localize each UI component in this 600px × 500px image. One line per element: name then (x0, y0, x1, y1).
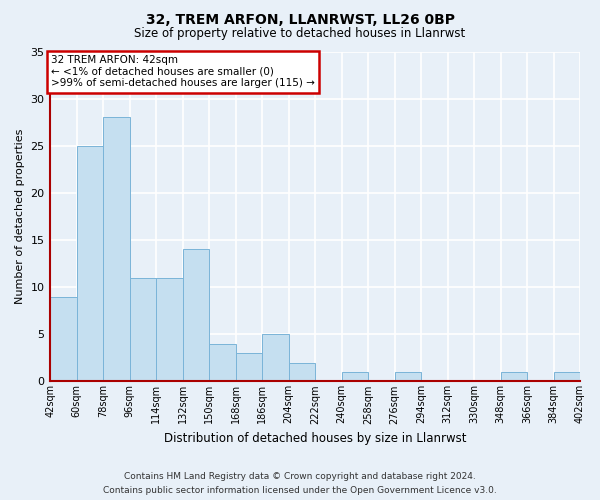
Bar (130, 278, 156, 382)
Bar (182, 250, 209, 382)
Bar (262, 334, 289, 382)
Text: Size of property relative to detached houses in Llanrwst: Size of property relative to detached ho… (134, 28, 466, 40)
Text: 32, TREM ARFON, LLANRWST, LL26 0BP: 32, TREM ARFON, LLANRWST, LL26 0BP (146, 12, 455, 26)
Text: 32 TREM ARFON: 42sqm
← <1% of detached houses are smaller (0)
>99% of semi-detac: 32 TREM ARFON: 42sqm ← <1% of detached h… (51, 56, 315, 88)
Bar (341, 372, 368, 382)
Bar (554, 372, 580, 382)
Bar (395, 372, 421, 382)
Bar (77, 146, 103, 382)
Y-axis label: Number of detached properties: Number of detached properties (15, 129, 25, 304)
Text: Contains HM Land Registry data © Crown copyright and database right 2024.
Contai: Contains HM Land Registry data © Crown c… (103, 472, 497, 495)
Bar (50, 296, 77, 382)
Bar (236, 353, 262, 382)
Bar (103, 118, 130, 382)
X-axis label: Distribution of detached houses by size in Llanrwst: Distribution of detached houses by size … (164, 432, 466, 445)
Bar (156, 278, 182, 382)
Bar (289, 362, 315, 382)
Bar (500, 372, 527, 382)
Bar (209, 344, 236, 382)
